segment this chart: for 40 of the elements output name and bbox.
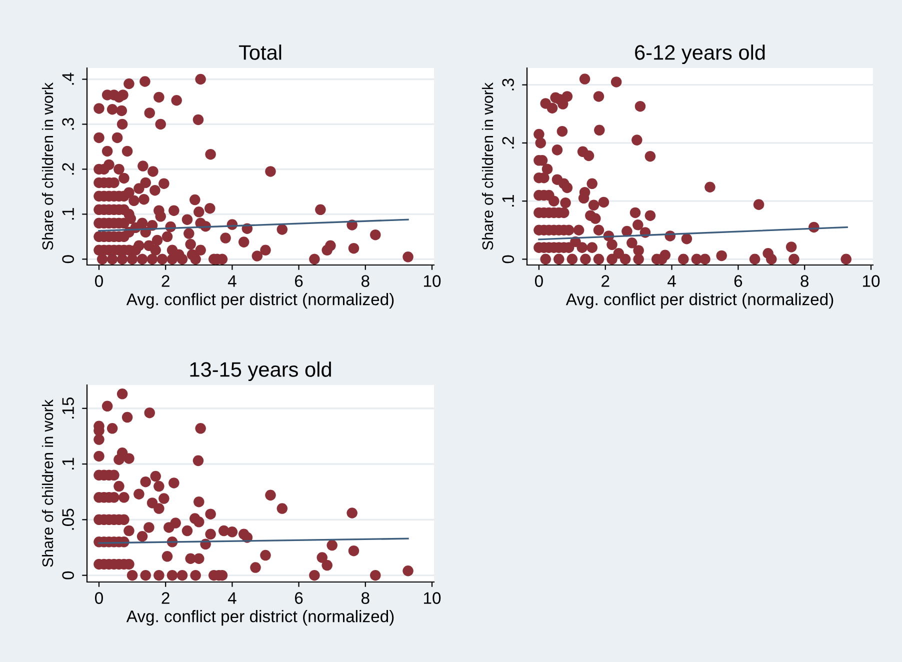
x-tick-label: 4 — [228, 275, 236, 287]
y-tick-label: .4 — [62, 72, 74, 85]
y-tick-label: .1 — [62, 458, 74, 470]
x-tick-label: 8 — [361, 275, 370, 287]
x-tick-label: 6 — [734, 275, 742, 287]
x-tick-label: 4 — [228, 592, 236, 604]
y-tick-label: 0 — [62, 255, 74, 264]
x-axis-title: Avg. conflict per district (normalized) — [126, 610, 394, 626]
x-tick-label: 2 — [602, 275, 610, 287]
x-tick-label: 6 — [295, 275, 303, 287]
x-tick-label: 0 — [95, 592, 103, 604]
x-tick-label: 0 — [534, 275, 543, 287]
x-tick-label: 10 — [424, 592, 441, 604]
y-tick-label: 0 — [502, 255, 514, 264]
x-tick-label: 4 — [668, 275, 676, 287]
x-tick-label: 10 — [863, 275, 880, 287]
x-tick-label: 8 — [800, 275, 809, 287]
y-tick-label: .3 — [502, 78, 514, 90]
y-axis-title: Share of children in work — [42, 82, 54, 250]
x-axis-title: Avg. conflict per district (normalized) — [126, 293, 394, 309]
y-tick-label: 0 — [62, 571, 74, 580]
x-tick-label: 6 — [295, 592, 303, 604]
x-tick-label: 0 — [95, 275, 103, 287]
x-axis-title: Avg. conflict per district (normalized) — [566, 293, 834, 309]
y-tick-label: .2 — [502, 136, 514, 148]
y-tick-label: .15 — [62, 397, 74, 418]
chart-title: 13-15 years old — [190, 362, 331, 381]
y-axis-title: Share of children in work — [482, 82, 494, 250]
y-axis-title: Share of children in work — [42, 399, 54, 567]
y-tick-label: .2 — [62, 163, 74, 175]
x-tick-label: 2 — [162, 275, 170, 287]
y-tick-label: .1 — [62, 208, 74, 220]
y-tick-label: .3 — [62, 118, 74, 130]
y-tick-label: .05 — [62, 508, 74, 530]
x-tick-label: 2 — [162, 592, 170, 604]
x-tick-label: 8 — [361, 592, 370, 604]
x-tick-label: 10 — [424, 275, 441, 287]
chart-title: 6-12 years old — [635, 44, 765, 64]
chart-title: Total — [238, 44, 282, 60]
y-tick-label: .1 — [502, 194, 514, 207]
